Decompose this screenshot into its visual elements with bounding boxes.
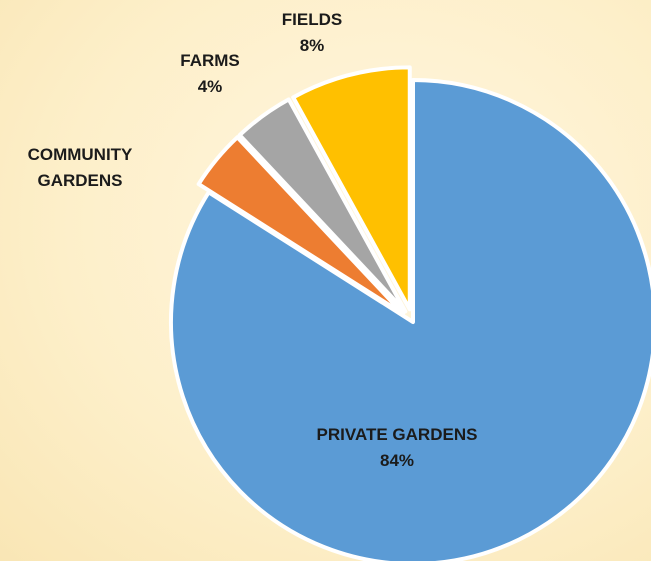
pie-slice-fields xyxy=(291,65,412,312)
slice-label-community-gardens: COMMUNITY GARDENS xyxy=(28,145,133,190)
pie-labels: PRIVATE GARDENS 84% COMMUNITY GARDENS FARMS 4… xyxy=(28,10,478,470)
pie-slice-farms xyxy=(237,97,408,314)
pie-slice-community-gardens xyxy=(196,135,405,316)
slice-label-private-gardens: PRIVATE GARDENS 84% xyxy=(317,425,478,470)
slice-label-fields: FIELDS 8% xyxy=(282,10,342,55)
slice-label-farms: FARMS 4% xyxy=(180,51,240,96)
pie-slice-private-gardens xyxy=(169,78,651,561)
pie-slices xyxy=(169,65,651,561)
